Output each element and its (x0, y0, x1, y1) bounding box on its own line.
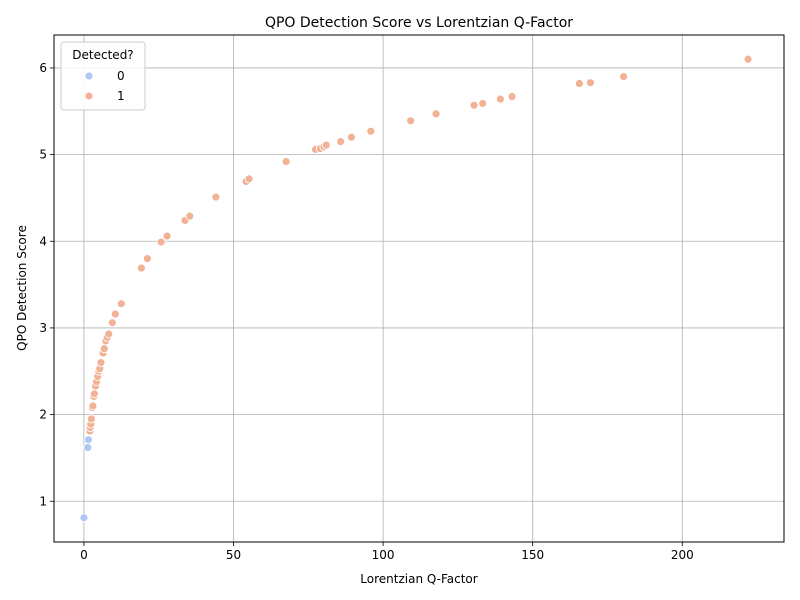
data-point-series-1 (104, 329, 114, 339)
data-point-series-1 (86, 414, 96, 424)
x-tick-label: 100 (372, 548, 395, 562)
data-point-series-1 (136, 263, 146, 273)
legend: Detected? 0 1 (60, 41, 146, 111)
data-point-series-1 (507, 92, 517, 101)
x-axis-ticks: 0 50 100 150 200 (80, 542, 694, 562)
data-point-series-1 (116, 299, 126, 309)
data-point-series-1 (211, 192, 221, 202)
chart-title: QPO Detection Score vs Lorentzian Q-Fact… (265, 15, 573, 31)
data-point-series-1 (431, 109, 441, 119)
plot-frame (53, 34, 785, 543)
legend-marker-1 (84, 91, 94, 101)
data-point-series-1 (495, 94, 505, 104)
data-point-series-1 (574, 79, 584, 88)
data-point-series-1 (281, 157, 291, 166)
data-point-series-1 (89, 389, 99, 399)
y-axis-ticks: 1 2 3 4 5 6 (39, 61, 54, 508)
y-axis-label: QPO Detection Score (15, 225, 29, 351)
y-tick-label: 4 (39, 234, 47, 248)
x-tick-label: 50 (226, 548, 241, 562)
legend-title: Detected? (72, 48, 133, 62)
y-tick-label: 6 (39, 61, 47, 75)
y-tick-label: 5 (39, 148, 47, 162)
data-point-series-1 (99, 344, 109, 354)
x-axis-label: Lorentzian Q-Factor (360, 572, 477, 586)
data-point-series-1 (406, 116, 416, 126)
data-point-series-0 (79, 513, 89, 523)
data-point-series-1 (478, 99, 488, 108)
data-point-series-1 (586, 78, 595, 88)
data-point-series-1 (107, 318, 117, 328)
data-point-series-1 (244, 174, 254, 184)
data-point-series-1 (96, 358, 106, 368)
x-tick-label: 200 (671, 548, 694, 562)
data-points (79, 54, 753, 523)
y-tick-label: 1 (39, 494, 47, 508)
data-point-series-0 (84, 435, 93, 445)
y-tick-label: 3 (39, 321, 47, 335)
legend-label-0: 0 (117, 69, 125, 83)
legend-marker-0 (84, 71, 94, 81)
grid (54, 35, 784, 542)
legend-label-1: 1 (117, 89, 125, 103)
data-point-series-1 (156, 237, 166, 247)
y-tick-label: 2 (39, 408, 47, 422)
data-point-series-0 (83, 443, 93, 452)
data-point-series-1 (321, 140, 331, 150)
data-point-series-1 (619, 72, 629, 81)
data-point-series-1 (88, 401, 98, 411)
data-point-series-1 (110, 309, 120, 319)
x-tick-label: 0 (80, 548, 88, 562)
data-point-series-1 (743, 54, 753, 64)
data-point-series-1 (162, 231, 172, 241)
legend-box (60, 41, 146, 111)
data-point-series-1 (142, 254, 152, 264)
data-point-series-1 (346, 132, 356, 142)
data-point-series-1 (185, 211, 195, 221)
data-point-series-1 (366, 126, 376, 136)
x-tick-label: 150 (521, 548, 544, 562)
data-point-series-1 (336, 137, 346, 147)
data-point-series-1 (469, 100, 479, 110)
